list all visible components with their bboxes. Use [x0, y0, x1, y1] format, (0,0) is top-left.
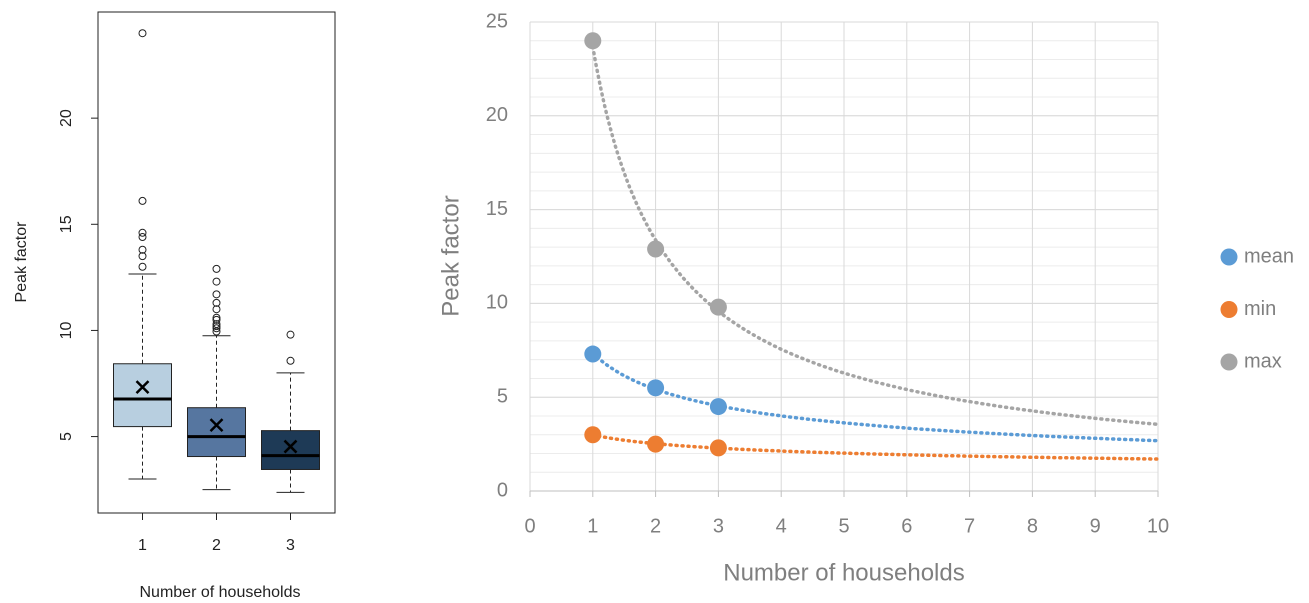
legend-marker	[1220, 248, 1238, 266]
outlier	[212, 305, 221, 314]
y-axis-title: Peak factor	[13, 221, 30, 303]
x-axis-title: Number of households	[723, 559, 964, 586]
outlier	[138, 196, 147, 205]
outlier	[212, 322, 221, 331]
point	[647, 240, 665, 258]
point	[647, 379, 665, 397]
trendline	[591, 351, 1160, 443]
x-tick-label: 2	[212, 537, 221, 554]
x-tick-label: 4	[776, 515, 787, 537]
outlier	[212, 298, 221, 307]
mean-marker	[135, 380, 150, 394]
point	[584, 345, 602, 363]
legend-marker	[1220, 353, 1238, 371]
y-tick-label: 20	[58, 109, 75, 127]
outlier	[212, 264, 221, 273]
legend-label: max	[1244, 350, 1282, 372]
mean-marker	[283, 439, 298, 454]
outlier	[286, 356, 295, 365]
point	[709, 398, 727, 416]
legend-marker	[1220, 301, 1238, 318]
y-tick-label: 20	[486, 104, 508, 126]
x-tick-label: 1	[587, 515, 598, 537]
box	[261, 430, 320, 470]
y-tick-label: 15	[58, 215, 75, 233]
point	[709, 439, 727, 457]
point	[584, 426, 602, 444]
y-tick-label: 0	[497, 479, 508, 501]
box	[187, 407, 246, 458]
outlier	[212, 290, 221, 299]
outlier	[286, 330, 295, 339]
y-tick-label: 10	[486, 292, 508, 314]
x-tick-label: 0	[524, 515, 535, 537]
outlier	[138, 262, 147, 271]
legend-label: mean	[1244, 245, 1294, 267]
x-tick-label: 1	[138, 537, 147, 554]
outlier	[212, 320, 221, 329]
x-tick-label: 3	[713, 515, 724, 537]
trendline	[591, 433, 1160, 461]
x-tick-label: 2	[650, 515, 661, 537]
y-tick-label: 5	[58, 432, 75, 441]
scatter-panel: Peak factor Number of households 0510152…	[437, 10, 1294, 586]
outlier	[212, 277, 221, 286]
outlier	[212, 313, 221, 322]
box	[113, 363, 172, 428]
boxplot-panel: Peak factor Number of households 5 10 15 20…	[13, 11, 336, 601]
x-tick-label: 3	[286, 537, 295, 554]
x-tick-label: 5	[838, 515, 849, 537]
outlier	[138, 233, 147, 242]
x-tick-label: 6	[901, 515, 912, 537]
trendline	[591, 45, 1160, 427]
outlier	[212, 324, 221, 333]
y-tick-label: 10	[58, 321, 75, 339]
mean-marker	[209, 418, 224, 432]
outlier	[138, 252, 147, 261]
point	[709, 298, 727, 316]
x-tick-label: 7	[964, 515, 975, 537]
outlier	[138, 29, 147, 38]
outlier	[138, 228, 147, 237]
x-tick-label: 10	[1147, 515, 1169, 537]
point	[584, 32, 602, 50]
y-axis-title: Peak factor	[437, 195, 464, 316]
x-tick-label: 9	[1090, 515, 1101, 537]
x-axis-title: Number of households	[140, 584, 301, 601]
legend-label: min	[1244, 298, 1276, 320]
outlier	[212, 315, 221, 324]
y-tick-label: 25	[486, 10, 508, 32]
point	[647, 435, 665, 453]
y-tick-label: 15	[486, 198, 508, 220]
x-tick-label: 8	[1027, 515, 1038, 537]
outlier	[138, 245, 147, 254]
y-tick-label: 5	[497, 385, 508, 407]
